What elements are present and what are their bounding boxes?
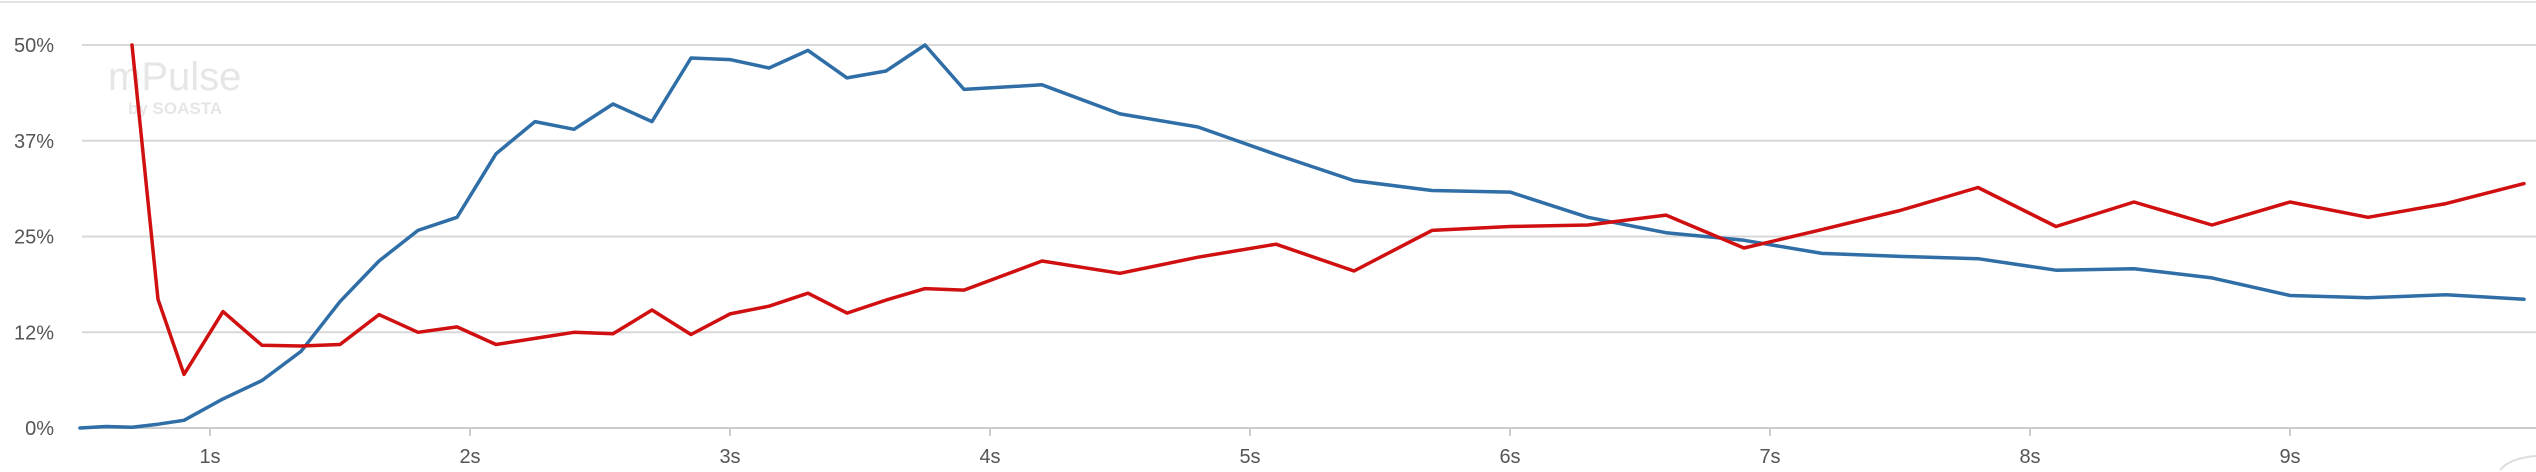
- watermark-brand: mPulse: [108, 55, 241, 99]
- y-tick-label: 25%: [14, 227, 54, 249]
- grid-lines: [82, 44, 2536, 429]
- series-lines: [78, 43, 2526, 430]
- x-tick-label: 8s: [2019, 446, 2040, 468]
- x-tick-label: 2s: [459, 446, 480, 468]
- x-tick-label: 9s: [2279, 446, 2300, 468]
- x-axis-tick-labels: 1s 2s 3s 4s 5s 6s 7s 8s 9s: [199, 428, 2301, 468]
- x-tick-label: 1s: [199, 446, 220, 468]
- y-tick-label: 0%: [25, 418, 54, 440]
- y-axis-tick-labels: 0% 12% 25% 37% 50%: [14, 35, 54, 440]
- x-tick-label: 7s: [1759, 446, 1780, 468]
- mpulse-watermark: mPulse by SOASTA: [108, 55, 241, 118]
- y-tick-label: 12%: [14, 322, 54, 344]
- chart-corner-mark: [2499, 455, 2536, 471]
- y-tick-label: 37%: [14, 131, 54, 153]
- series-line-red: [130, 43, 2526, 377]
- y-tick-label: 50%: [14, 35, 54, 57]
- x-tick-label: 3s: [719, 446, 740, 468]
- watermark-tagline: by SOASTA: [128, 99, 222, 118]
- x-tick-label: 5s: [1239, 446, 1260, 468]
- x-tick-label: 4s: [979, 446, 1000, 468]
- x-tick-label: 6s: [1499, 446, 1520, 468]
